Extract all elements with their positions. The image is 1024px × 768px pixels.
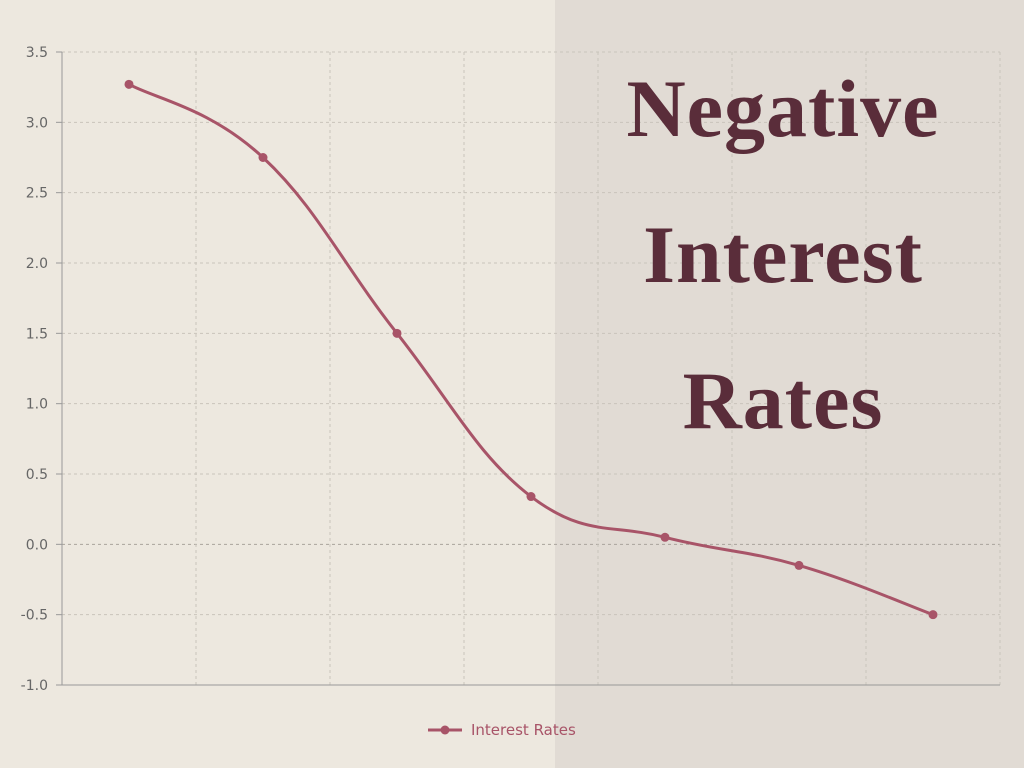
data-point[interactable] (660, 532, 670, 542)
data-point[interactable] (794, 560, 804, 570)
title-panel (555, 0, 1024, 768)
data-point[interactable] (526, 492, 536, 502)
y-tick-label: -1.0 (21, 678, 48, 694)
legend-label[interactable]: Interest Rates (471, 721, 576, 739)
y-tick-label: 2.0 (26, 256, 48, 272)
y-tick-label: 0.5 (26, 467, 48, 483)
data-point[interactable] (392, 328, 402, 338)
y-tick-labels: 3.5 3.0 2.5 2.0 1.5 1.0 0.5 0.0 -0.5 -1.0 (21, 45, 48, 694)
y-tick-label: 3.0 (26, 115, 48, 131)
y-tick-label: 1.5 (26, 326, 48, 342)
y-tick-label: 3.5 (26, 45, 48, 61)
legend[interactable]: Interest Rates (428, 721, 576, 739)
title-line-2: Interest (643, 209, 923, 300)
page-title: Negative Interest Rates (560, 36, 1006, 474)
data-point[interactable] (258, 153, 268, 162)
y-tick-label: -0.5 (21, 608, 48, 624)
title-line-1: Negative (626, 63, 940, 154)
data-point[interactable] (928, 610, 938, 620)
y-tick-label: 0.0 (26, 537, 48, 553)
axes (56, 51, 1000, 686)
series (124, 79, 938, 620)
data-point[interactable] (124, 79, 134, 89)
y-tick-label: 2.5 (26, 186, 48, 202)
title-line-3: Rates (682, 355, 884, 446)
y-tick-label: 1.0 (26, 397, 48, 413)
legend-swatch-point (440, 725, 450, 735)
